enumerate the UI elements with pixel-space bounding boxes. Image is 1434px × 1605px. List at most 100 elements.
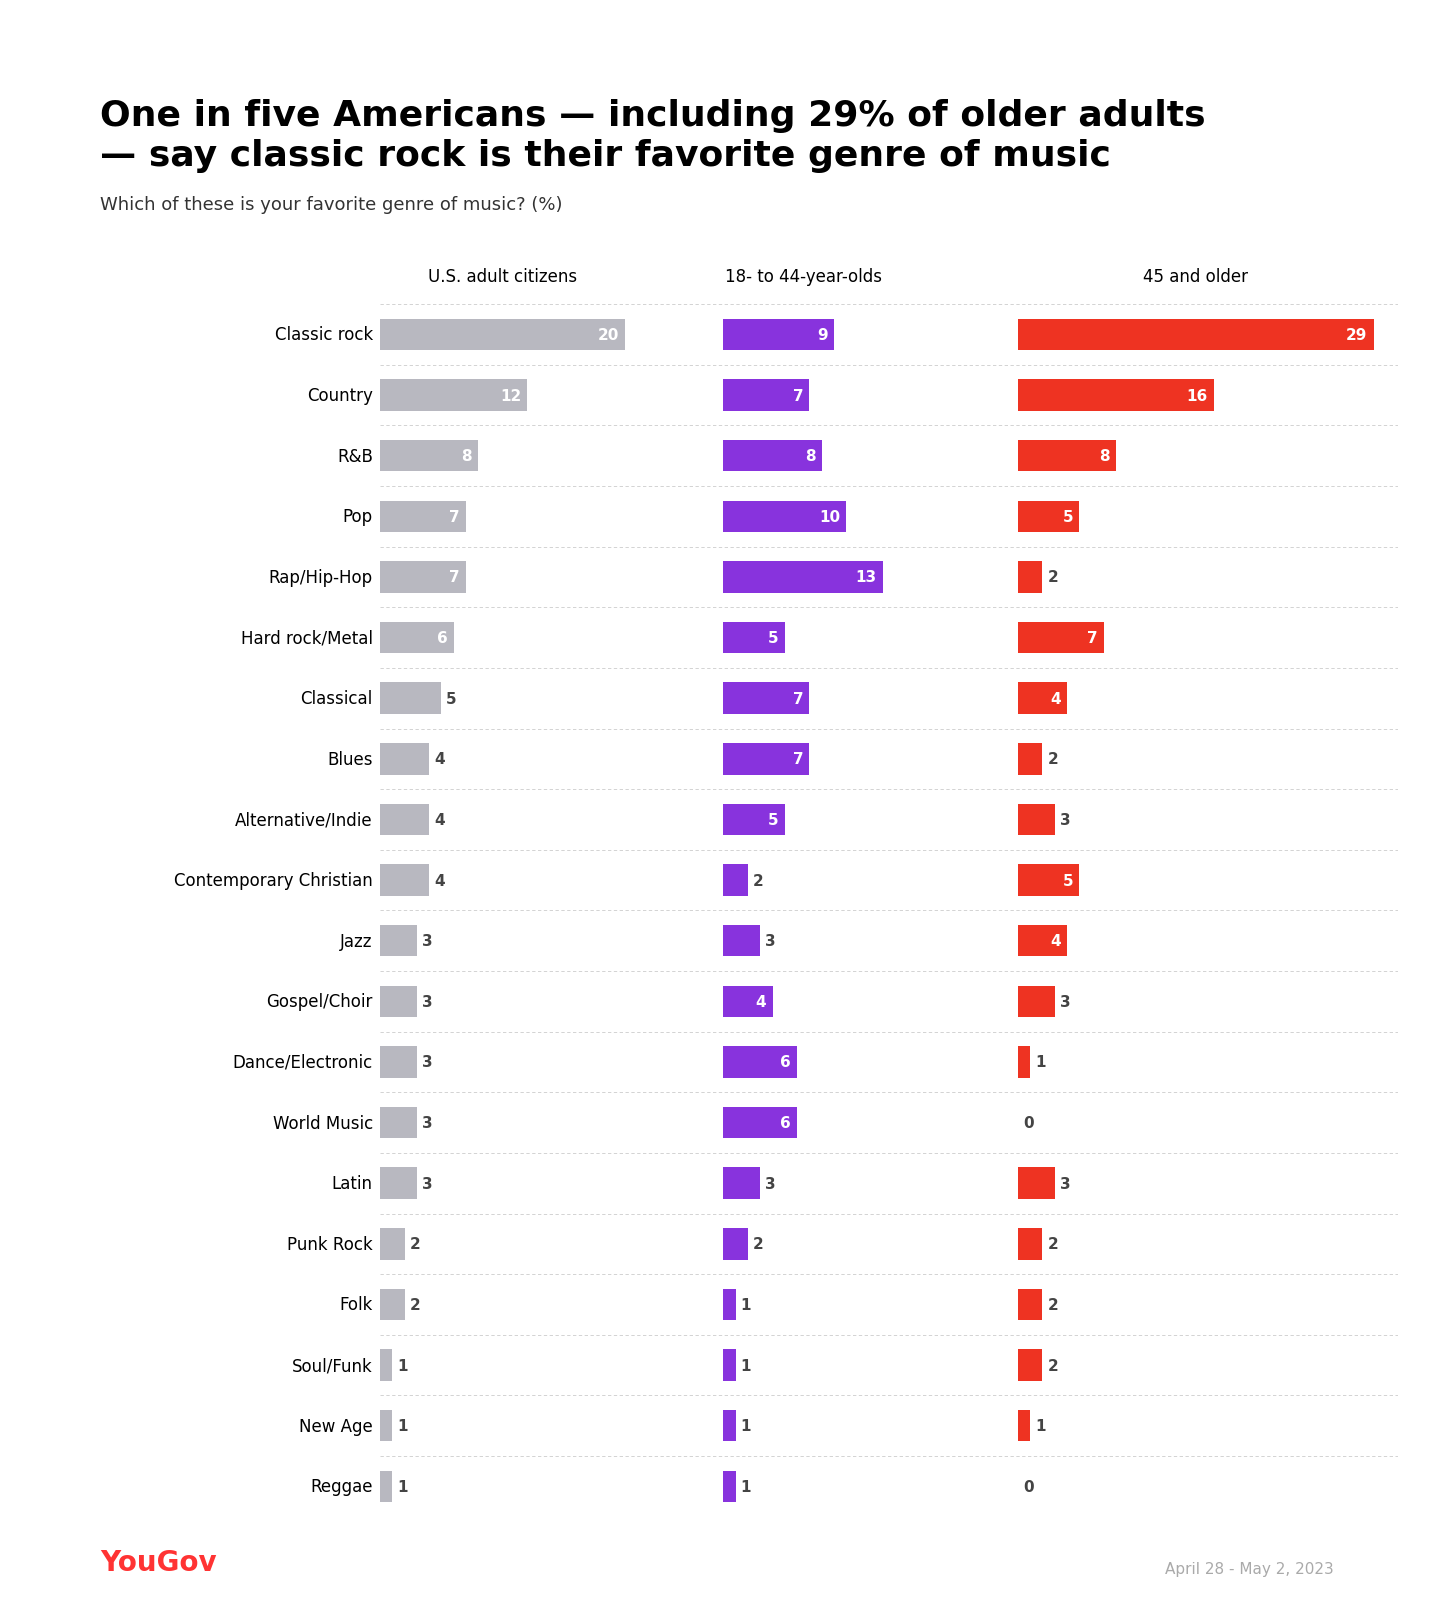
Text: 7: 7 xyxy=(1087,631,1097,645)
Bar xyxy=(1018,743,1043,775)
Bar xyxy=(380,380,528,411)
Text: April 28 - May 2, 2023: April 28 - May 2, 2023 xyxy=(1164,1562,1334,1576)
Bar xyxy=(380,1411,393,1441)
Text: Latin: Latin xyxy=(331,1175,373,1193)
Bar xyxy=(1018,926,1067,957)
Bar xyxy=(1018,1411,1030,1441)
Text: 7: 7 xyxy=(449,570,460,586)
Text: Folk: Folk xyxy=(340,1295,373,1313)
Text: 2: 2 xyxy=(1047,1236,1058,1252)
Text: 16: 16 xyxy=(1187,388,1207,403)
Bar xyxy=(724,380,809,411)
Bar xyxy=(724,985,773,1018)
Bar xyxy=(724,684,809,714)
Text: Alternative/Indie: Alternative/Indie xyxy=(235,811,373,828)
Text: Reggae: Reggae xyxy=(310,1478,373,1496)
Text: 3: 3 xyxy=(1060,1176,1070,1191)
Text: Pop: Pop xyxy=(343,509,373,526)
Bar xyxy=(724,1046,797,1079)
Text: 2: 2 xyxy=(753,1236,764,1252)
Text: One in five Americans — including 29% of older adults
— say classic rock is thei: One in five Americans — including 29% of… xyxy=(100,98,1206,173)
Bar xyxy=(1018,623,1104,653)
Bar xyxy=(1018,319,1374,351)
Bar xyxy=(1018,380,1215,411)
Text: 3: 3 xyxy=(422,1054,432,1071)
Bar xyxy=(380,804,429,836)
Text: Rap/Hip-Hop: Rap/Hip-Hop xyxy=(268,568,373,586)
Text: YouGov: YouGov xyxy=(100,1549,217,1576)
Bar xyxy=(380,1107,417,1138)
Text: 2: 2 xyxy=(753,873,764,888)
Text: Dance/Electronic: Dance/Electronic xyxy=(232,1053,373,1071)
Text: 1: 1 xyxy=(397,1358,407,1372)
Text: 18- to 44-year-olds: 18- to 44-year-olds xyxy=(724,268,882,286)
Text: 45 and older: 45 and older xyxy=(1143,268,1248,286)
Bar xyxy=(380,623,453,653)
Bar xyxy=(724,562,883,594)
Text: Jazz: Jazz xyxy=(340,933,373,950)
Bar xyxy=(724,1107,797,1138)
Bar xyxy=(1018,562,1043,594)
Text: Classic rock: Classic rock xyxy=(274,326,373,343)
Text: 4: 4 xyxy=(435,812,445,828)
Bar xyxy=(380,684,442,714)
Text: 5: 5 xyxy=(769,631,779,645)
Bar xyxy=(1018,1168,1054,1199)
Bar xyxy=(724,743,809,775)
Text: 1: 1 xyxy=(1035,1054,1045,1071)
Bar xyxy=(380,501,466,533)
Text: Classical: Classical xyxy=(301,690,373,708)
Text: 20: 20 xyxy=(598,327,619,343)
Text: 4: 4 xyxy=(435,873,445,888)
Text: U.S. adult citizens: U.S. adult citizens xyxy=(429,268,578,286)
Text: 2: 2 xyxy=(1047,751,1058,767)
Bar xyxy=(380,319,625,351)
Bar xyxy=(1018,501,1080,533)
Text: 8: 8 xyxy=(804,449,816,464)
Text: 3: 3 xyxy=(422,934,432,949)
Bar xyxy=(724,804,784,836)
Text: 13: 13 xyxy=(856,570,876,586)
Bar xyxy=(724,1168,760,1199)
Text: 1: 1 xyxy=(740,1297,751,1313)
Text: Which of these is your favorite genre of music? (%): Which of these is your favorite genre of… xyxy=(100,196,564,213)
Text: 2: 2 xyxy=(1047,1297,1058,1313)
Text: 4: 4 xyxy=(435,751,445,767)
Text: 9: 9 xyxy=(817,327,827,343)
Bar xyxy=(724,1411,736,1441)
Bar xyxy=(380,1168,417,1199)
Bar xyxy=(1018,441,1116,472)
Text: 3: 3 xyxy=(422,1115,432,1130)
Text: 1: 1 xyxy=(397,1478,407,1494)
Text: 0: 0 xyxy=(1022,1478,1034,1494)
Text: 4: 4 xyxy=(1050,934,1061,949)
Bar xyxy=(380,1289,404,1321)
Text: 8: 8 xyxy=(462,449,472,464)
Text: 6: 6 xyxy=(437,631,447,645)
Bar xyxy=(380,926,417,957)
Bar xyxy=(724,1289,736,1321)
Text: Blues: Blues xyxy=(327,751,373,769)
Text: 3: 3 xyxy=(422,1176,432,1191)
Bar xyxy=(380,1228,404,1260)
Text: 1: 1 xyxy=(740,1419,751,1433)
Text: 3: 3 xyxy=(422,993,432,1010)
Bar xyxy=(380,865,429,896)
Text: 2: 2 xyxy=(1047,570,1058,586)
Text: 3: 3 xyxy=(766,1176,776,1191)
Bar xyxy=(1018,985,1054,1018)
Text: 7: 7 xyxy=(793,692,803,706)
Text: R&B: R&B xyxy=(337,448,373,465)
Text: 5: 5 xyxy=(769,812,779,828)
Bar xyxy=(1018,804,1054,836)
Text: 5: 5 xyxy=(1063,873,1073,888)
Text: 1: 1 xyxy=(740,1358,751,1372)
Text: 3: 3 xyxy=(1060,993,1070,1010)
Bar xyxy=(1018,865,1080,896)
Text: 6: 6 xyxy=(780,1054,792,1071)
Bar xyxy=(380,562,466,594)
Text: 4: 4 xyxy=(1050,692,1061,706)
Text: 29: 29 xyxy=(1347,327,1368,343)
Bar xyxy=(724,441,822,472)
Bar xyxy=(1018,1350,1043,1380)
